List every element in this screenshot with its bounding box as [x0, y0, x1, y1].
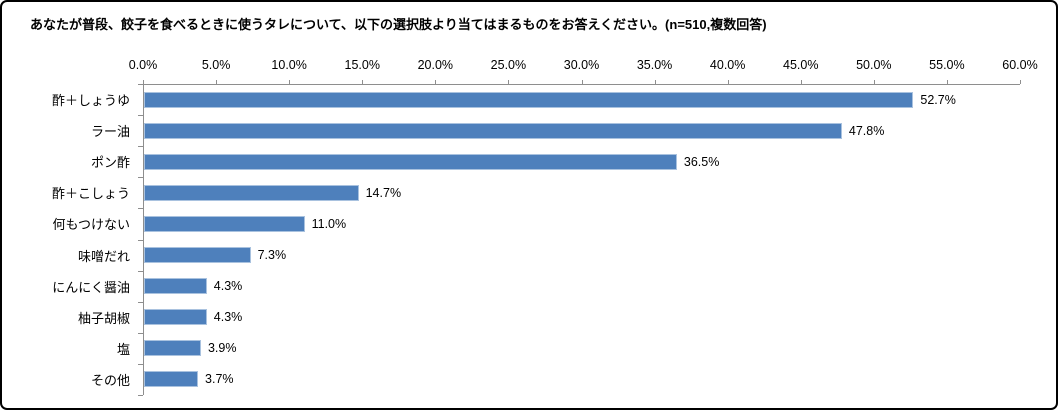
y-axis-tick — [138, 146, 143, 148]
y-axis-tick — [138, 332, 143, 334]
x-axis-tick-label: 35.0% — [636, 58, 673, 72]
bar — [144, 340, 201, 357]
y-axis-tick — [138, 363, 143, 365]
y-axis-tick — [138, 270, 143, 272]
category-axis-labels: 酢＋しょうゆラー油ポン酢酢＋こしょう 何もつけない味噌だれにんにく醤油柚子胡椒塩そ… — [2, 84, 137, 395]
x-axis-tick-label: 50.0% — [856, 58, 892, 72]
bar — [144, 278, 207, 295]
category-label: ポン酢 — [90, 155, 130, 171]
x-axis-tick-label: 25.0% — [490, 58, 527, 72]
category-label: 酢＋こしょう — [51, 186, 130, 202]
bar-rows: 52.7% 47.8% 36.5% 14.7% 11.0% 7.3% 4.3% 4.3% 3.9… — [144, 84, 1020, 395]
category-label: 酢＋しょうゆ — [51, 93, 130, 109]
y-axis-tick — [138, 177, 143, 179]
bar — [144, 309, 207, 326]
y-axis-tick — [138, 301, 143, 303]
value-label: 47.8% — [848, 123, 885, 138]
value-label: 3.9% — [207, 341, 237, 356]
bar-row: 4.3% — [144, 302, 1020, 333]
y-axis-tick — [138, 239, 143, 241]
chart-title: あなたが普段、餃子を食べるときに使うタレについて、以下の選択肢より当てはまるもの… — [30, 17, 767, 32]
y-axis-tick — [138, 115, 143, 117]
category-label: 塩 — [116, 341, 130, 357]
x-axis-tick — [581, 80, 583, 84]
bar-row: 3.7% — [144, 364, 1020, 395]
x-axis-tick — [1020, 80, 1021, 84]
x-axis-tick-label: 40.0% — [709, 58, 746, 72]
y-axis-tick — [138, 395, 143, 396]
category-label: 何もつけない — [52, 217, 130, 233]
x-axis-tick — [873, 80, 875, 84]
plot-area — [143, 84, 1020, 395]
value-label: 4.3% — [213, 279, 243, 294]
bar-row: 52.7% — [144, 84, 1020, 115]
x-axis-tick — [800, 80, 802, 84]
value-label: 3.7% — [205, 372, 234, 387]
x-axis-tick — [216, 80, 218, 84]
x-axis-tick — [727, 80, 729, 84]
x-axis-tick-label: 0.0% — [128, 58, 158, 72]
value-label: 4.3% — [213, 310, 243, 325]
category-label: 味噌だれ — [77, 248, 130, 264]
x-axis-tick-label: 55.0% — [929, 58, 965, 72]
value-label: 14.7% — [365, 185, 402, 200]
bar — [144, 91, 914, 108]
bar-row: 7.3% — [144, 239, 1020, 270]
x-axis-tick — [289, 80, 291, 84]
x-axis-tick-label: 15.0% — [344, 58, 380, 72]
category-label: 柚子胡椒 — [77, 310, 130, 326]
value-label: 11.0% — [311, 216, 347, 231]
bar — [144, 247, 251, 264]
bar — [144, 153, 677, 170]
x-axis-tick — [508, 80, 510, 84]
bar-row: 47.8% — [144, 115, 1020, 146]
value-label: 7.3% — [257, 248, 287, 263]
x-axis-tick-label: 30.0% — [563, 58, 600, 72]
bar — [144, 122, 842, 139]
bar-row: 3.9% — [144, 333, 1020, 364]
bar-row: 4.3% — [144, 271, 1020, 302]
bar-row: 14.7% — [144, 177, 1020, 208]
bar — [144, 184, 359, 201]
value-label: 52.7% — [920, 92, 956, 107]
y-axis-tick — [138, 208, 143, 210]
category-label: ラー油 — [90, 124, 130, 140]
bar-row: 11.0% — [144, 208, 1020, 239]
x-axis-tick — [362, 80, 364, 84]
category-label: その他 — [90, 372, 130, 388]
x-axis-tick-label: 10.0% — [271, 58, 307, 72]
x-axis-tick — [946, 80, 948, 84]
value-label: 36.5% — [683, 154, 720, 169]
category-label: にんにく醤油 — [52, 279, 130, 295]
bar-row: 36.5% — [144, 146, 1020, 177]
x-axis-tick-label: 5.0% — [201, 58, 231, 72]
x-axis-tick-label: 60.0% — [1002, 58, 1038, 72]
bar — [144, 371, 199, 388]
x-axis-tick-label: 20.0% — [417, 58, 454, 72]
x-axis-tick-label: 45.0% — [783, 58, 819, 72]
x-axis-tick — [435, 80, 437, 84]
x-axis-tick — [654, 80, 656, 84]
bar — [144, 215, 305, 232]
x-axis-tick — [143, 80, 144, 84]
y-axis-tick — [138, 84, 143, 85]
